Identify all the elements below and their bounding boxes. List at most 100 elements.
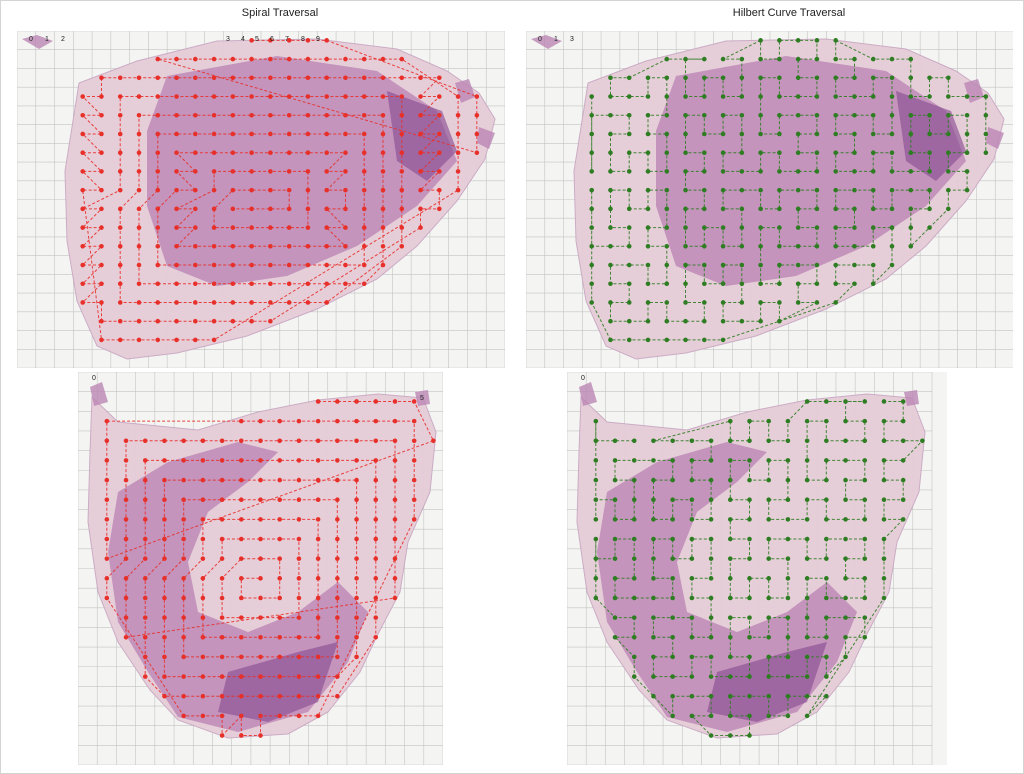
traversal-node	[286, 94, 292, 99]
traversal-node	[380, 187, 386, 193]
traversal-node	[296, 458, 302, 463]
traversal-node	[174, 262, 179, 268]
traversal-node	[80, 150, 85, 155]
traversal-node	[758, 56, 763, 62]
traversal-node	[315, 674, 321, 679]
traversal-node	[739, 131, 745, 137]
spiral-traversal-title: Spiral Traversal	[241, 7, 319, 19]
traversal-node	[589, 225, 594, 230]
node-index-label: 0	[29, 36, 33, 43]
traversal-node	[964, 131, 970, 137]
node-index-label: 3	[226, 36, 230, 43]
traversal-node	[777, 281, 782, 287]
traversal-path	[104, 399, 436, 738]
traversal-node	[608, 281, 613, 287]
traversal-node	[720, 169, 726, 174]
traversal-node	[162, 674, 167, 679]
traversal-node	[758, 262, 763, 268]
traversal-node	[238, 595, 244, 601]
traversal-node	[708, 536, 714, 542]
traversal-node	[689, 595, 695, 601]
traversal-node	[399, 56, 405, 62]
traversal-node	[193, 225, 198, 230]
traversal-node	[683, 206, 688, 212]
traversal-node	[268, 187, 273, 193]
traversal-node	[200, 615, 206, 620]
traversal-node	[814, 206, 820, 212]
traversal-node	[324, 38, 329, 43]
traversal-node	[258, 576, 263, 581]
traversal-node	[392, 399, 398, 404]
traversal-node	[305, 244, 311, 249]
traversal-node	[155, 56, 161, 62]
traversal-node	[324, 169, 329, 174]
traversal-node	[230, 281, 236, 287]
traversal-node	[900, 438, 906, 444]
traversal-node	[418, 94, 423, 99]
traversal-node	[852, 150, 857, 155]
traversal-node	[474, 112, 480, 118]
traversal-node	[373, 536, 379, 542]
traversal-node	[162, 536, 167, 542]
traversal-node	[804, 458, 810, 463]
traversal-node	[411, 477, 417, 483]
traversal-node	[689, 458, 695, 463]
traversal-node	[645, 318, 651, 324]
traversal-node	[305, 56, 311, 62]
traversal-node	[277, 418, 283, 424]
traversal-node	[455, 94, 461, 99]
traversal-node	[814, 56, 820, 62]
traversal-node	[117, 281, 123, 287]
traversal-node	[608, 318, 613, 324]
traversal-node	[335, 497, 340, 503]
traversal-node	[155, 187, 161, 193]
traversal-node	[136, 169, 142, 174]
traversal-node	[702, 150, 707, 155]
traversal-node	[181, 693, 186, 699]
traversal-node	[651, 458, 656, 463]
traversal-node	[335, 595, 340, 601]
hilbert-traversal-title: Hilbert Curve Traversal	[732, 7, 846, 19]
traversal-node	[437, 94, 442, 99]
traversal-node	[277, 497, 283, 503]
traversal-node	[193, 112, 198, 118]
traversal-node	[908, 169, 914, 174]
traversal-node	[193, 94, 198, 99]
traversal-node	[739, 94, 745, 99]
traversal-node	[631, 536, 637, 542]
traversal-node	[373, 595, 379, 601]
traversal-node	[766, 556, 772, 561]
traversal-node	[664, 112, 670, 118]
traversal-node	[136, 337, 142, 343]
traversal-node	[766, 654, 772, 660]
node-index-label: 0	[538, 36, 542, 43]
traversal-node	[651, 536, 656, 542]
traversal-node	[833, 131, 838, 137]
traversal-node	[258, 418, 263, 424]
traversal-node	[99, 94, 104, 99]
traversal-node	[411, 517, 417, 522]
traversal-node	[268, 206, 273, 212]
traversal-node	[946, 169, 951, 174]
traversal-node	[727, 576, 733, 581]
traversal-node	[833, 112, 838, 118]
traversal-node	[720, 281, 726, 287]
traversal-node	[689, 713, 695, 719]
traversal-node	[843, 438, 848, 444]
traversal-node	[631, 458, 637, 463]
traversal-node	[612, 536, 618, 542]
traversal-node	[862, 517, 868, 522]
traversal-node	[747, 693, 752, 699]
traversal-node	[219, 654, 225, 660]
traversal-node	[219, 458, 225, 463]
traversal-node	[708, 654, 714, 660]
traversal-node	[193, 75, 198, 81]
traversal-node	[123, 536, 129, 542]
traversal-node	[399, 112, 405, 118]
traversal-node	[181, 477, 186, 483]
traversal-node	[664, 300, 670, 305]
traversal-node	[758, 187, 763, 193]
traversal-node	[181, 634, 186, 640]
traversal-node	[814, 131, 820, 137]
traversal-node	[927, 112, 932, 118]
